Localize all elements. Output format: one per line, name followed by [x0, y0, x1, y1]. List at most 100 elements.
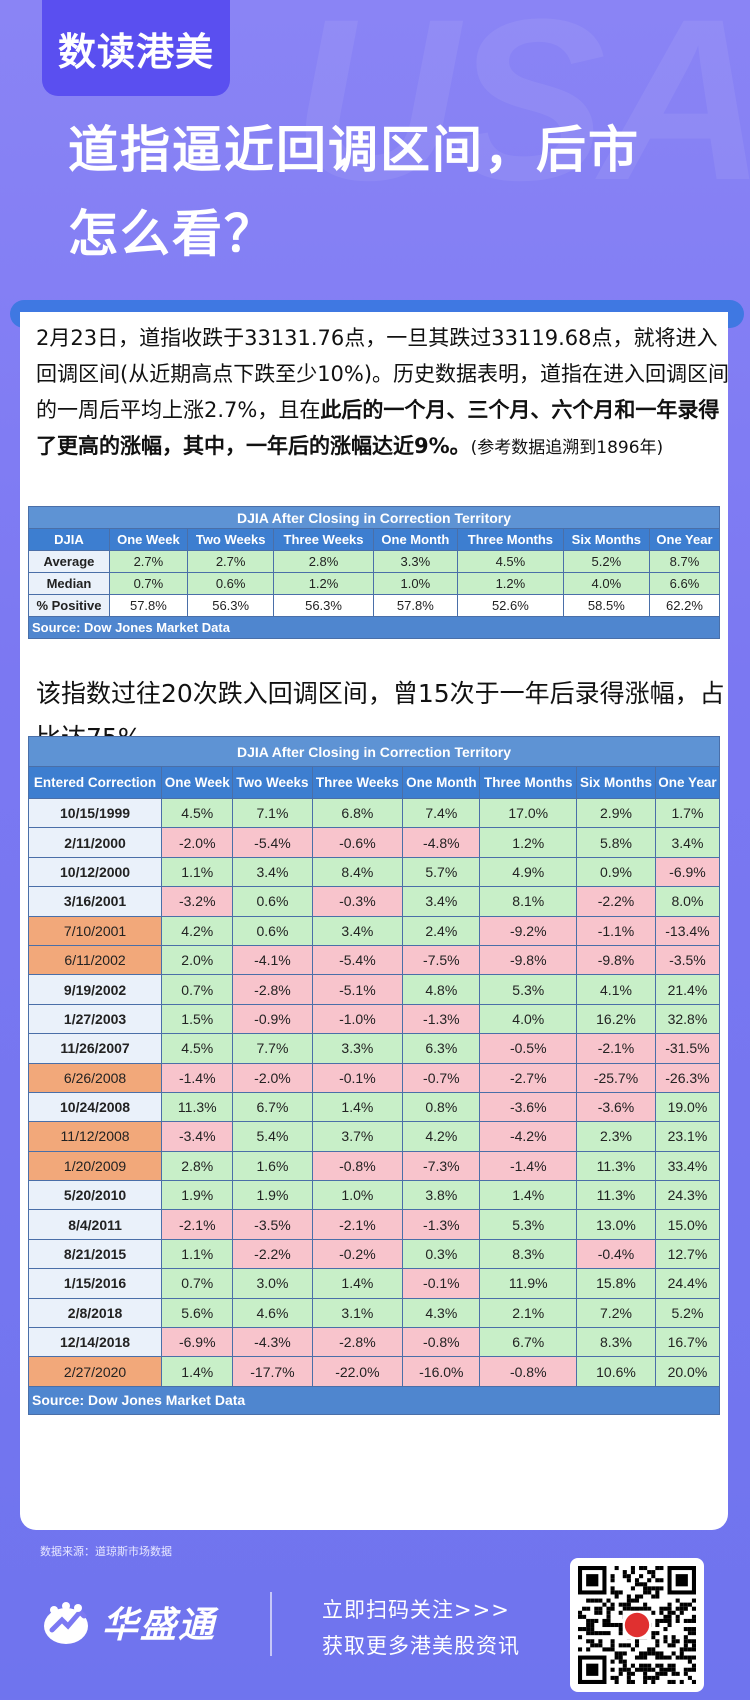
qr-module — [594, 1631, 599, 1636]
table-cell: -3.6% — [479, 1091, 578, 1123]
qr-module — [687, 1647, 692, 1652]
qr-module — [586, 1622, 591, 1628]
qr-module — [610, 1574, 615, 1579]
table-row: 12/14/2018 -6.9% -4.3% -2.8% -0.8% 6.7% 8.3% 16… — [27, 1327, 721, 1358]
qr-module — [618, 1659, 623, 1664]
qr-module — [634, 1667, 640, 1672]
table-row: 6/11/2002 2.0% -4.1% -5.4% -7.5% -9.8% -9.8% -3… — [27, 944, 721, 976]
table-cell: 7.2% — [576, 1297, 656, 1329]
qr-module — [610, 1659, 615, 1664]
qr-module — [675, 1618, 680, 1623]
table-cell: -0.8% — [311, 1150, 404, 1182]
table-cell: 0.9% — [576, 856, 656, 888]
table-cell: 0.8% — [402, 1091, 481, 1123]
qr-module — [594, 1598, 599, 1603]
qr-module — [643, 1586, 648, 1591]
qr-module — [683, 1671, 688, 1676]
table-cell: 3.0% — [232, 1268, 313, 1299]
table-cell: 7.1% — [232, 797, 313, 829]
qr-module — [683, 1618, 688, 1623]
qr-module — [626, 1675, 631, 1680]
table-cell: -3.5% — [654, 944, 721, 976]
table-row: 10/12/2000 1.1% 3.4% 8.4% 5.7% 4.9% 0.9% -6.9% — [27, 856, 721, 888]
qr-code[interactable] — [570, 1558, 704, 1692]
qr-module — [659, 1651, 664, 1656]
correction-date: 8/4/2011 — [27, 1209, 163, 1240]
qr-module — [691, 1639, 696, 1644]
table-cell: 62.2% — [648, 594, 721, 617]
qr-module — [659, 1586, 664, 1591]
table-cell: -31.5% — [654, 1033, 721, 1064]
qr-module — [675, 1606, 680, 1611]
qr-module — [614, 1594, 619, 1599]
qr-module — [659, 1618, 664, 1623]
qr-module — [606, 1631, 611, 1636]
table-cell: 33.4% — [654, 1150, 721, 1182]
table-cell: 1.6% — [232, 1150, 313, 1182]
table-cell: 20.0% — [654, 1356, 721, 1387]
column-header: One Week — [161, 766, 234, 799]
qr-module — [655, 1622, 660, 1628]
table-cell: 15.0% — [654, 1209, 721, 1240]
qr-module — [691, 1663, 696, 1668]
table-cell: -7.3% — [402, 1150, 481, 1182]
qr-module — [683, 1639, 688, 1644]
qr-module — [675, 1655, 680, 1660]
qr-module — [667, 1622, 672, 1628]
table-row: 11/12/2008 -3.4% 5.4% 3.7% 4.2% -4.2% 2.3% 23.1… — [27, 1121, 721, 1152]
qr-module — [671, 1679, 676, 1684]
table-cell: 3.3% — [372, 550, 459, 573]
qr-module — [586, 1574, 599, 1587]
correction-date: 11/26/2007 — [27, 1033, 163, 1064]
qr-module — [578, 1647, 583, 1652]
table-row: 5/20/2010 1.9% 1.9% 1.0% 3.8% 1.4% 11.3% 24.3% — [27, 1180, 721, 1211]
history-table: DJIA After Closing in Correction Territo… — [27, 736, 721, 1415]
qr-module — [586, 1647, 591, 1652]
table-cell: -3.6% — [576, 1091, 656, 1123]
qr-module — [622, 1602, 627, 1607]
qr-module — [626, 1602, 631, 1607]
qr-module — [679, 1655, 684, 1660]
qr-module — [679, 1651, 684, 1656]
table-cell: -4.3% — [232, 1327, 313, 1358]
qr-module — [659, 1655, 664, 1660]
qr-module — [586, 1639, 591, 1644]
table-cell: 0.6% — [232, 915, 313, 946]
intro-paragraph: 2月23日，道指收跌于33131.76点，一旦其跌过33119.68点，就将进入… — [36, 320, 736, 466]
qr-module — [594, 1618, 599, 1623]
table-title: DJIA After Closing in Correction Territo… — [28, 736, 720, 767]
qr-module — [626, 1578, 631, 1583]
correction-date: 7/10/2001 — [27, 915, 163, 946]
qr-module — [606, 1598, 611, 1603]
qr-module — [610, 1586, 615, 1591]
table-cell: -16.0% — [402, 1356, 481, 1387]
qr-module — [639, 1655, 644, 1660]
qr-module — [683, 1602, 688, 1607]
table-cell: -2.1% — [161, 1209, 234, 1240]
qr-module — [602, 1647, 607, 1652]
qr-module — [659, 1578, 664, 1583]
table-cell: 8.7% — [648, 550, 721, 573]
table-cell: -17.7% — [232, 1356, 313, 1387]
correction-date: 10/24/2008 — [27, 1091, 163, 1123]
correction-date: 1/27/2003 — [27, 1003, 163, 1035]
qr-module — [675, 1598, 680, 1603]
qr-module — [683, 1667, 688, 1672]
table-cell: -1.1% — [576, 915, 656, 946]
headline-line-2: 怎么看？ — [68, 205, 276, 263]
qr-module — [655, 1651, 660, 1656]
table-cell: -2.0% — [161, 827, 234, 858]
table-cell: 1.0% — [311, 1180, 404, 1211]
qr-module — [606, 1622, 611, 1628]
qr-module — [671, 1639, 676, 1644]
table-cell: 5.4% — [232, 1121, 313, 1152]
qr-module — [643, 1675, 648, 1680]
qr-module — [651, 1631, 656, 1636]
qr-module — [610, 1639, 615, 1644]
table-title-row: DJIA After Closing in Correction Territo… — [28, 506, 720, 529]
qr-module — [691, 1627, 696, 1632]
table-cell: 6.7% — [232, 1091, 313, 1123]
qr-module — [639, 1574, 644, 1579]
qr-module — [590, 1631, 595, 1636]
qr-module — [643, 1655, 648, 1660]
